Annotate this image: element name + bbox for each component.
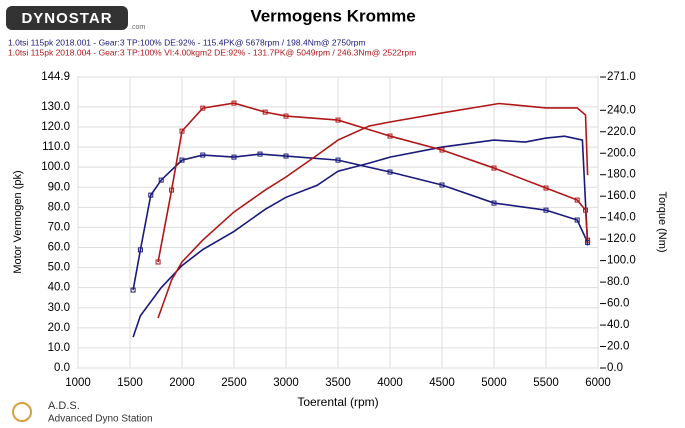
point-marker <box>179 157 185 163</box>
y-tick-label: 40.0 <box>48 282 70 294</box>
y-tick-label: 50.0 <box>48 262 70 274</box>
logo-badge <box>6 6 128 30</box>
point-marker <box>257 151 263 157</box>
point-marker <box>335 117 341 123</box>
series-line <box>132 135 589 338</box>
x-tick-label: 3500 <box>325 377 351 389</box>
y-tick-label: 10.0 <box>48 342 70 354</box>
y-tick-label: 100.0 <box>41 161 70 173</box>
y-axis-label: Motor Vermogen (pk) <box>12 170 24 273</box>
x-tick-label: 3000 <box>273 377 299 389</box>
y-tick-label: 80.0 <box>48 201 70 213</box>
x-tick-label: 4500 <box>429 377 455 389</box>
point-marker <box>439 147 445 153</box>
y2-tick-label: 140.0 <box>607 212 636 224</box>
point-marker <box>200 105 206 111</box>
point-marker <box>387 133 393 139</box>
y2-tick-label: 160.0 <box>607 190 636 202</box>
y2-tick-label: 80.0 <box>607 276 629 288</box>
point-marker <box>574 197 580 203</box>
y-tick-label: 70.0 <box>48 221 70 233</box>
y-tick-label: 20.0 <box>48 322 70 334</box>
point-marker <box>543 207 549 213</box>
series-line <box>132 153 589 291</box>
point-marker <box>585 237 591 243</box>
y2-tick-label: 120.0 <box>607 233 636 245</box>
x-tick-label: 4000 <box>377 377 403 389</box>
x-tick-label: 1500 <box>117 377 143 389</box>
legend-entry: 1.0tsi 115pk 2018.001 - Gear:3 TP:100% D… <box>8 37 365 47</box>
y-tick-label: 0.0 <box>54 362 70 374</box>
point-marker <box>491 200 497 206</box>
x-tick-label: 5500 <box>533 377 559 389</box>
point-marker <box>158 177 164 183</box>
point-marker <box>148 192 154 198</box>
point-marker <box>439 182 445 188</box>
y-tick-label: 144.9 <box>41 71 70 83</box>
point-marker <box>262 109 268 115</box>
y2-tick-label: 271.0 <box>607 71 636 83</box>
ads-icon <box>12 402 32 422</box>
series-line <box>157 102 589 319</box>
y2-tick-label: 180.0 <box>607 169 636 181</box>
series-line <box>157 102 589 263</box>
x-tick-label: 5000 <box>481 377 507 389</box>
point-marker <box>283 113 289 119</box>
x-tick-label: 1000 <box>65 377 91 389</box>
y2-tick-label: 40.0 <box>607 319 629 331</box>
point-marker <box>137 247 143 253</box>
y2-tick-label: 0.0 <box>607 362 623 374</box>
y2-tick-label: 240.0 <box>607 104 636 116</box>
point-marker <box>179 128 185 134</box>
x-axis-label: Toerental (rpm) <box>297 395 378 409</box>
point-marker <box>130 287 136 293</box>
y2-tick-label: 20.0 <box>607 341 629 353</box>
point-marker <box>574 217 580 223</box>
point-marker <box>169 187 175 193</box>
y-tick-label: 130.0 <box>41 101 70 113</box>
logo: DYNOSTAR <box>21 10 112 27</box>
point-marker <box>543 185 549 191</box>
y2-tick-label: 220.0 <box>607 126 636 138</box>
y-tick-label: 60.0 <box>48 242 70 254</box>
logo-suffix: .com <box>130 24 145 31</box>
y2-tick-label: 200.0 <box>607 147 636 159</box>
point-marker <box>283 153 289 159</box>
point-marker <box>200 152 206 158</box>
point-marker <box>231 100 237 106</box>
footer-title: A.D.S. <box>48 400 80 412</box>
x-tick-label: 2500 <box>221 377 247 389</box>
point-marker <box>491 165 497 171</box>
point-marker <box>231 154 237 160</box>
y2-tick-label: 60.0 <box>607 298 629 310</box>
y-tick-label: 90.0 <box>48 181 70 193</box>
legend-entry: 1.0tsi 115pk 2018.004 - Gear:3 TP:100% V… <box>8 47 416 57</box>
y-tick-label: 110.0 <box>42 141 70 153</box>
x-tick-label: 6000 <box>585 377 611 389</box>
y2-tick-label: 100.0 <box>607 255 636 267</box>
point-marker <box>583 207 589 213</box>
point-marker <box>335 157 341 163</box>
x-tick-label: 2000 <box>169 377 195 389</box>
chart-title: Vermogens Kromme <box>250 6 415 25</box>
y2-axis-label: Torque (Nm) <box>656 191 668 252</box>
point-marker <box>387 169 393 175</box>
footer-subtitle: Advanced Dyno Station <box>48 414 153 425</box>
y-tick-label: 120.0 <box>41 121 70 133</box>
y-tick-label: 30.0 <box>48 302 70 314</box>
point-marker <box>155 259 161 265</box>
